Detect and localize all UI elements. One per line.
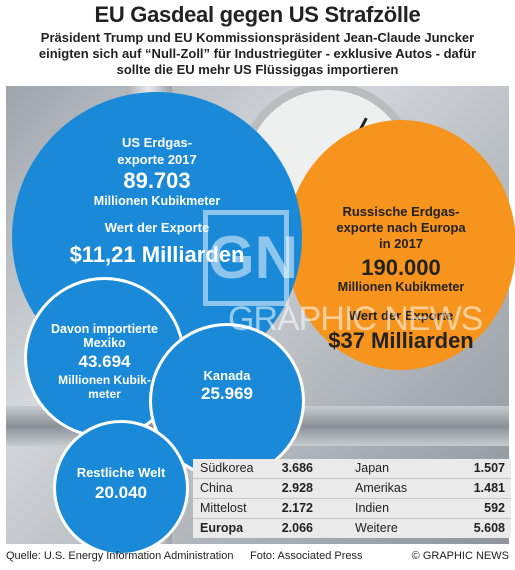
mexico-label-line: Mexiko [83,336,126,350]
country-value: 2.172 [281,501,313,515]
canada-volume: 25.969 [201,384,253,403]
mexico-unit-line: Millionen Kubik- [58,373,151,387]
subtitle: Präsident Trump und EU Kommissionspräsid… [0,30,515,78]
table-row: China 2.928 Amerikas 1.481 [193,479,511,499]
graphic-news-logo-watermark: GN [203,210,298,306]
subtitle-line: sollte die EU mehr US Flüssiggas importi… [116,62,399,77]
russia-circle: Russische Erdgas- exporte nach Europa in… [286,120,515,370]
country-value: 5.608 [473,521,505,535]
rest-of-world-circle: Restliche Welt 20.040 [56,423,186,553]
country-value: 1.507 [473,461,505,475]
source-credit: Quelle: U.S. Energy Information Administ… [6,550,234,562]
russia-label: Russische Erdgas- exporte nach Europa in… [286,204,515,252]
us-label-line: exporte 2017 [117,152,197,167]
russia-label-line: Russische Erdgas- [342,204,460,219]
copyright: © GRAPHIC NEWS [411,550,509,562]
us-label: US Erdgas- exporte 2017 [12,134,302,168]
subtitle-line: einigten sich auf “Null-Zoll” für Indust… [38,46,477,61]
us-volume: 89.703 [123,168,191,193]
subtitle-line: Präsident Trump und EU Kommissionspräsid… [40,30,475,45]
rest-label: Restliche Welt [76,465,166,480]
country-table: Südkorea 3.686 Japan 1.507 China 2.928 A… [193,459,511,538]
canada-circle: Kanada 25.969 [152,326,302,476]
country-name: Südkorea [200,461,254,475]
country-value: 1.481 [473,481,505,495]
russia-value: $37 Milliarden [328,328,474,353]
russia-value-label: Wert der Exporte [348,308,454,323]
mexico-label-line: Davon importierte [51,322,158,336]
mexico-label: Davon importierte Mexiko [27,322,182,350]
country-value: 2.928 [281,481,313,495]
rest-volume: 20.040 [95,483,147,502]
country-name: Weitere [355,521,398,535]
country-name: Indien [355,501,390,515]
photo-credit: Foto: Associated Press [250,550,363,562]
table-row: Mittelost 2.172 Indien 592 [193,499,511,519]
country-name: Japan [355,461,390,475]
table-row: Südkorea 3.686 Japan 1.507 [193,459,511,479]
country-value: 592 [484,501,505,515]
russia-label-line: in 2017 [378,236,424,251]
table-row: Europa 2.066 Weitere 5.608 [193,519,511,538]
us-value-label: Wert der Exporte [104,220,210,235]
canada-label: Kanada [203,368,251,383]
page-title: EU Gasdeal gegen US Strafzölle [94,2,421,27]
country-name: Amerikas [355,481,408,495]
country-value: 3.686 [281,461,313,475]
country-value: 2.066 [281,521,313,535]
us-unit: Millionen Kubikmeter [93,194,221,208]
mexico-unit-line: meter [88,387,121,401]
country-name: China [200,481,233,495]
russia-label-line: exporte nach Europa [336,220,466,235]
russia-unit: Millionen Kubikmeter [337,280,465,294]
us-label-line: US Erdgas- [121,135,193,150]
country-name: Mittelost [200,501,247,515]
mexico-volume: 43.694 [78,352,131,371]
us-value: $11,21 Milliarden [69,242,245,267]
country-name: Europa [200,521,244,535]
mexico-unit: Millionen Kubik- meter [27,373,182,401]
russia-volume: 190.000 [361,255,441,280]
graphic-news-watermark: GRAPHIC NEWS [228,300,483,338]
